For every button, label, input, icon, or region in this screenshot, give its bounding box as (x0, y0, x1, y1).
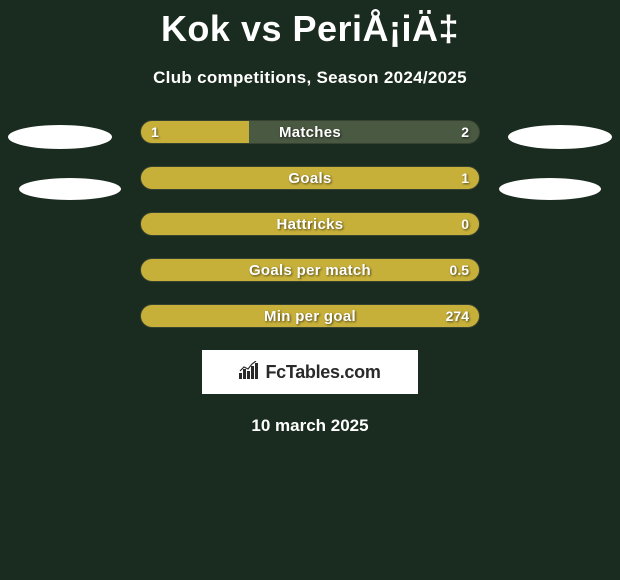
stat-row: Hattricks 0 (140, 212, 480, 236)
stat-label: Goals per match (141, 259, 479, 281)
date-label: 10 march 2025 (0, 416, 620, 436)
player-photo-right-1 (508, 125, 612, 149)
team-logo-left (19, 178, 121, 200)
stat-row: Min per goal 274 (140, 304, 480, 328)
player-photo-left-1 (8, 125, 112, 149)
stat-row: 1 Matches 2 (140, 120, 480, 144)
stat-value-right: 0 (461, 213, 469, 235)
stat-row: Goals 1 (140, 166, 480, 190)
stat-value-right: 2 (461, 121, 469, 143)
page-title: Kok vs PeriÅ¡iÄ‡ (0, 0, 620, 50)
stat-label: Goals (141, 167, 479, 189)
stats-container: 1 Matches 2 Goals 1 Hattricks 0 Goals pe… (0, 120, 620, 328)
stat-value-right: 0.5 (450, 259, 469, 281)
team-logo-right (499, 178, 601, 200)
page-subtitle: Club competitions, Season 2024/2025 (0, 68, 620, 88)
stat-label: Min per goal (141, 305, 479, 327)
chart-icon (239, 361, 261, 384)
brand-text: FcTables.com (265, 362, 380, 383)
brand-logo[interactable]: FcTables.com (202, 350, 418, 394)
stat-label: Hattricks (141, 213, 479, 235)
stat-row: Goals per match 0.5 (140, 258, 480, 282)
stat-label: Matches (141, 121, 479, 143)
stat-value-right: 274 (446, 305, 469, 327)
stat-value-right: 1 (461, 167, 469, 189)
